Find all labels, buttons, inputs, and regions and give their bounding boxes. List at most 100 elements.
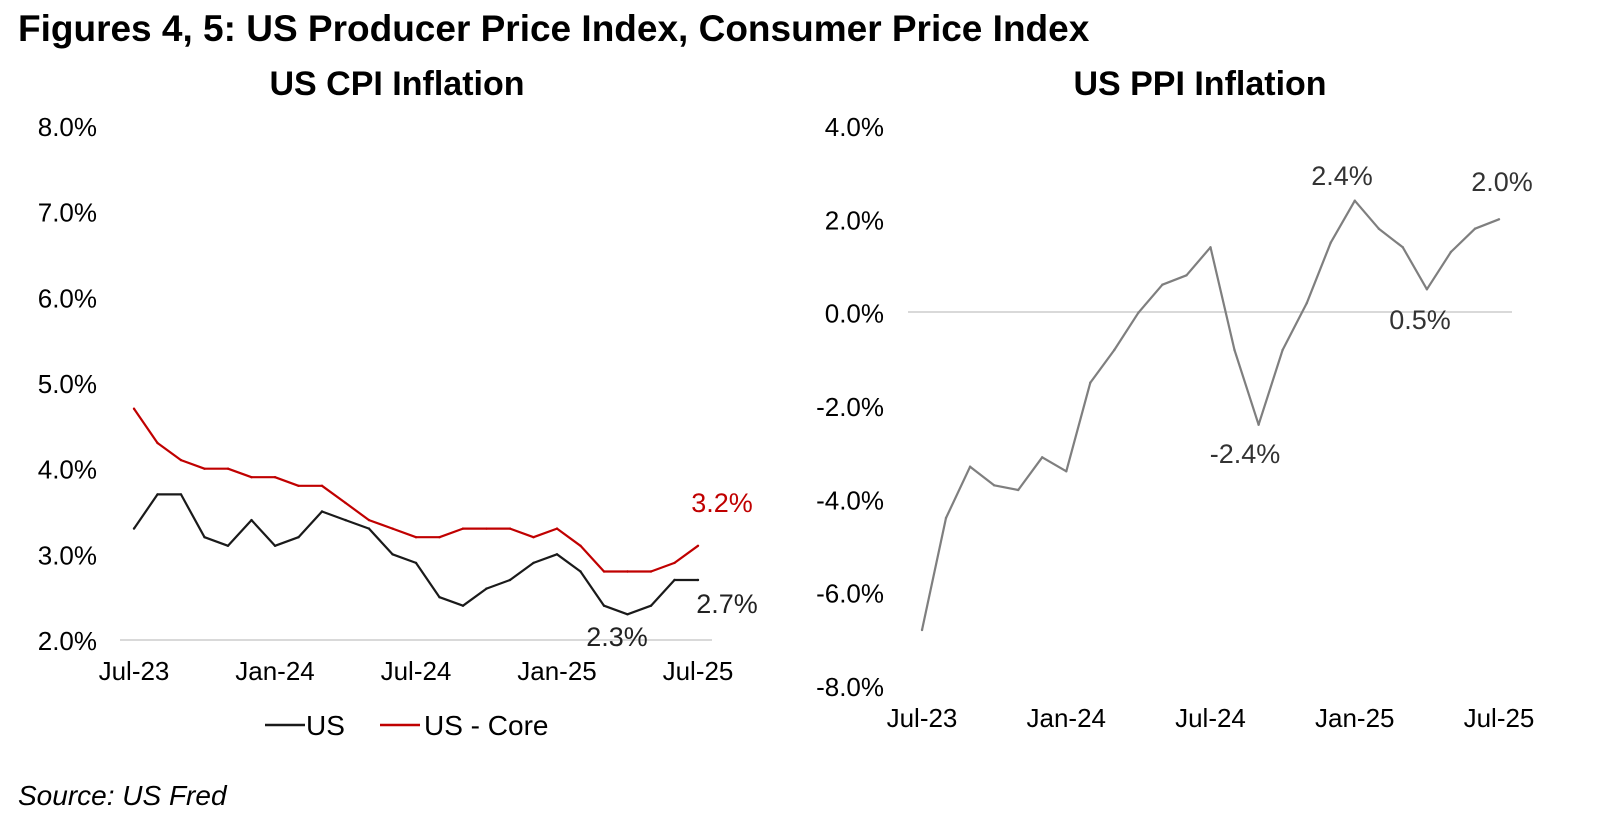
cpi-x-tick-label: Jan-25 (517, 656, 597, 686)
cpi-data-point-us (626, 613, 629, 616)
ppi-x-tick-label: Jul-25 (1464, 703, 1535, 733)
cpi-data-point-us-core (696, 544, 700, 547)
cpi-data-point-us (367, 527, 371, 530)
cpi-data-point-us (508, 578, 512, 582)
cpi-data-point-us-core (156, 441, 159, 445)
cpi-data-point-us (320, 510, 324, 513)
cpi-annotations: 3.2% 2.7% 2.3% (586, 488, 758, 652)
ppi-chart-title: US PPI Inflation (1073, 65, 1326, 103)
ppi-data-point-us-ppi (1089, 381, 1092, 384)
ppi-data-label: 2.0% (1471, 167, 1533, 197)
ppi-data-point-us-ppi (1377, 227, 1381, 230)
ppi-data-point-us-ppi (968, 465, 972, 468)
ppi-data-point-us-ppi (1281, 348, 1284, 352)
cpi-data-point-us (532, 561, 535, 565)
ppi-data-label: -2.4% (1210, 439, 1281, 469)
ppi-data-point-us-ppi (1401, 246, 1405, 249)
cpi-data-point-us-core (414, 536, 418, 539)
ppi-y-tick-label: 2.0% (825, 205, 884, 235)
ppi-data-point-us-ppi (1257, 423, 1260, 426)
cpi-data-point-us-core (297, 484, 300, 487)
cpi-data-point-us-core (673, 561, 676, 565)
cpi-data-point-us-core (179, 458, 183, 462)
ppi-data-point-us-ppi (1185, 274, 1188, 277)
ppi-x-axis: Jul-23 Jan-24 Jul-24 Jan-25 Jul-25 (887, 703, 1535, 733)
cpi-y-tick-label: 5.0% (38, 369, 97, 399)
ppi-data-point-us-ppi (1473, 227, 1477, 230)
ppi-x-tick-label: Jul-24 (1175, 703, 1246, 733)
cpi-data-point-us (649, 604, 653, 607)
cpi-data-point-us-core (602, 570, 606, 573)
cpi-data-point-us (461, 604, 465, 607)
cpi-data-point-us (179, 493, 183, 496)
cpi-data-point-us (602, 604, 606, 607)
cpi-x-tick-label: Jul-24 (381, 656, 452, 686)
ppi-annotations: 2.4% 2.0% 0.5% -2.4% (1210, 161, 1533, 469)
ppi-data-point-us-ppi (944, 516, 948, 520)
cpi-x-tick-label: Jan-24 (235, 656, 315, 686)
cpi-y-axis: 2.0% 3.0% 4.0% 5.0% 6.0% 7.0% 8.0% (38, 112, 97, 656)
source-note: Source: US Fred (18, 780, 227, 811)
cpi-data-point-us-core (532, 536, 535, 539)
cpi-data-label: 2.3% (586, 622, 648, 652)
ppi-data-point-us-ppi (1161, 283, 1164, 286)
cpi-data-point-us (414, 561, 418, 565)
cpi-y-tick-label: 3.0% (38, 540, 97, 570)
figure-title: Figures 4, 5: US Producer Price Index, C… (18, 8, 1090, 49)
cpi-y-tick-label: 6.0% (38, 283, 97, 313)
cpi-plot-area (132, 407, 700, 616)
ppi-y-tick-label: -4.0% (816, 485, 884, 515)
cpi-data-label: 3.2% (691, 488, 753, 518)
ppi-y-tick-label: -2.0% (816, 392, 884, 422)
ppi-data-point-us-ppi (1449, 250, 1453, 254)
cpi-data-point-us (297, 536, 300, 539)
cpi-data-point-us (156, 493, 159, 496)
cpi-data-point-us-core (626, 570, 629, 573)
cpi-data-point-us (579, 570, 582, 573)
cpi-y-tick-label: 2.0% (38, 626, 97, 656)
cpi-chart-title: US CPI Inflation (270, 65, 525, 103)
cpi-data-point-us-core (485, 527, 488, 530)
ppi-data-point-us-ppi (1329, 241, 1332, 244)
ppi-data-point-us-ppi (920, 628, 924, 632)
ppi-data-point-us-ppi (1305, 302, 1308, 305)
cpi-data-point-us (673, 578, 676, 582)
cpi-data-point-us (226, 544, 230, 547)
cpi-data-point-us-core (391, 527, 394, 530)
cpi-data-point-us (696, 578, 700, 582)
cpi-data-point-us (391, 553, 394, 556)
cpi-data-point-us (344, 518, 347, 522)
ppi-data-point-us-ppi (1017, 488, 1020, 492)
cpi-data-point-us-core (344, 501, 347, 505)
ppi-data-point-us-ppi (1113, 348, 1116, 352)
ppi-data-point-us-ppi (1209, 246, 1212, 249)
ppi-y-tick-label: -8.0% (816, 672, 884, 702)
cpi-data-point-us-core (508, 527, 512, 530)
ppi-x-tick-label: Jul-23 (887, 703, 958, 733)
cpi-data-point-us-core (461, 527, 465, 530)
ppi-data-point-us-ppi (1233, 348, 1236, 352)
ppi-data-label: 2.4% (1311, 161, 1373, 191)
cpi-chart: US CPI Inflation 2.0% 3.0% 4.0% 5.0% 6.0% 7.0… (38, 65, 758, 741)
cpi-data-point-us (203, 536, 206, 539)
ppi-data-point-us-ppi (1041, 456, 1044, 459)
ppi-plot-area (920, 199, 1501, 632)
ppi-y-axis: -8.0% -6.0% -4.0% -2.0% 0.0% 2.0% 4.0% (816, 112, 884, 702)
ppi-data-point-us-ppi (1137, 311, 1140, 314)
ppi-data-point-us-ppi (1353, 199, 1357, 202)
cpi-data-point-us-core (367, 518, 371, 522)
cpi-data-label: 2.7% (696, 589, 758, 619)
cpi-y-tick-label: 7.0% (38, 198, 97, 228)
cpi-data-point-us-core (273, 476, 277, 479)
cpi-data-point-us (132, 527, 136, 530)
ppi-x-tick-label: Jan-24 (1027, 703, 1107, 733)
cpi-x-tick-label: Jul-25 (663, 656, 734, 686)
cpi-x-tick-label: Jul-23 (99, 656, 170, 686)
cpi-data-point-us (485, 587, 488, 590)
cpi-data-point-us-core (132, 407, 136, 410)
ppi-y-tick-label: 0.0% (825, 299, 884, 329)
legend-label-core: US - Core (424, 710, 548, 741)
cpi-data-point-us-core (579, 544, 582, 547)
cpi-data-point-us (273, 544, 277, 547)
ppi-data-point-us-ppi (1425, 288, 1429, 291)
